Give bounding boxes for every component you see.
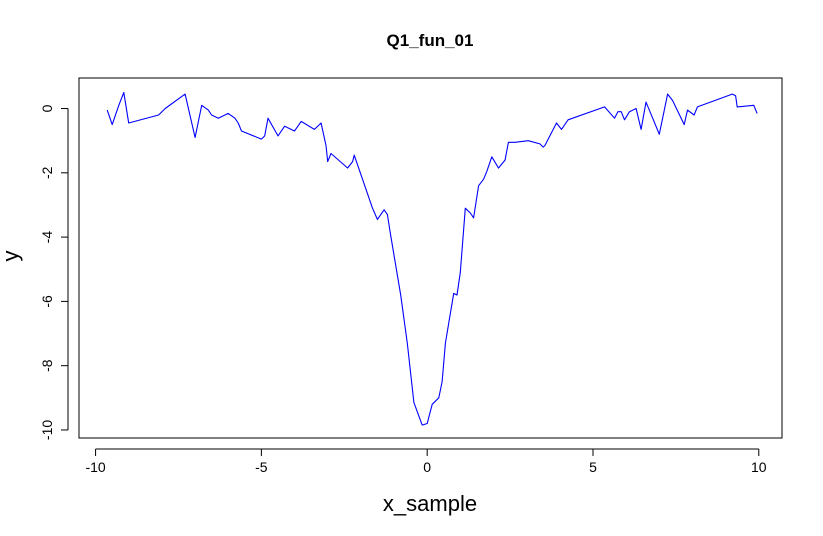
y-axis-label: y	[0, 251, 23, 262]
series-layer	[106, 91, 758, 426]
series-line	[106, 91, 758, 426]
y-tick-label: -10	[39, 420, 55, 440]
y-tick-label: -6	[39, 295, 55, 308]
y-tick-label: -4	[39, 231, 55, 244]
x-axis: -10 -5 0 5 10	[85, 448, 767, 475]
x-tick-label: 5	[589, 459, 597, 475]
y-axis: -10 -8 -6 -4 -2 0	[39, 104, 69, 440]
y-tick-label: -2	[39, 166, 55, 179]
y-tick-label: -8	[39, 359, 55, 372]
y-tick-label: 0	[39, 104, 55, 112]
x-tick-label: -10	[85, 459, 105, 475]
x-tick-label: -5	[255, 459, 268, 475]
x-axis-label: x_sample	[383, 491, 477, 516]
x-tick-label: 10	[751, 459, 767, 475]
plot-frame	[78, 77, 783, 439]
chart-title: Q1_fun_01	[387, 31, 474, 50]
x-tick-label: 0	[423, 459, 431, 475]
